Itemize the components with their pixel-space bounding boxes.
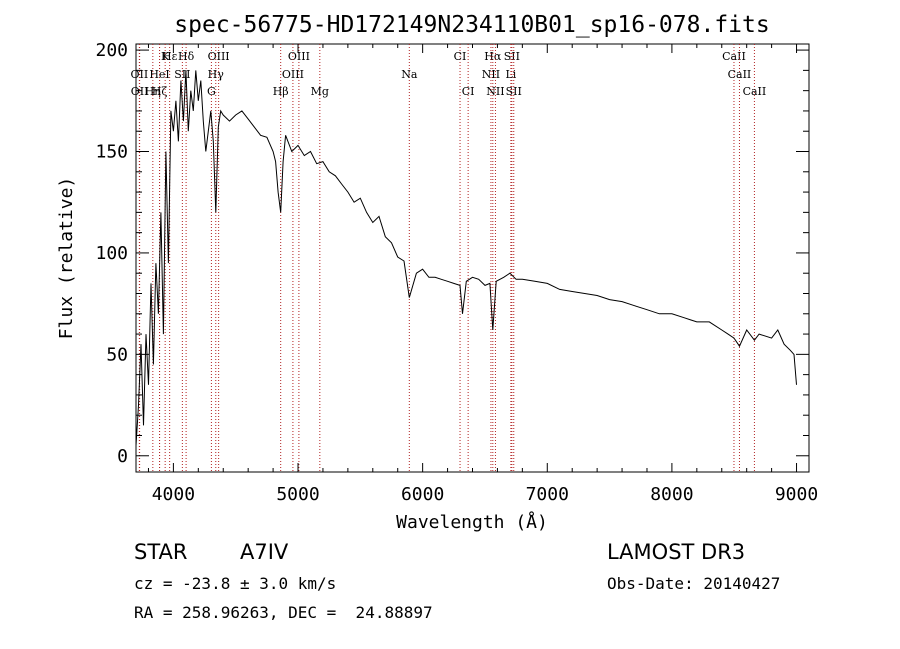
x-tick-label: 6000 — [401, 484, 444, 505]
survey-name: LAMOST DR3 — [607, 540, 746, 564]
obs-date: Obs-Date: 20140427 — [607, 574, 781, 593]
line-label: Na — [401, 68, 418, 81]
line-label: K — [161, 50, 170, 63]
y-tick-label: 200 — [95, 40, 128, 61]
line-label: CI — [454, 50, 467, 63]
x-axis-label: Wavelength (Å) — [396, 511, 548, 533]
line-label: Hα — [484, 50, 502, 63]
x-tick-label: 9000 — [775, 484, 818, 505]
axis-ticks: 4000 5000 6000 7000 8000 9000 0 50 100 150 200 — [95, 40, 818, 505]
x-tick-label: 5000 — [276, 484, 319, 505]
subclass: A7IV — [240, 540, 289, 564]
x-tick-label: 7000 — [526, 484, 569, 505]
line-label: OII — [131, 85, 149, 98]
line-label: Mg — [311, 85, 329, 98]
object-class: STAR — [134, 540, 188, 564]
line-label: CI — [462, 85, 475, 98]
y-tick-label: 0 — [117, 446, 128, 467]
line-label: Hδ — [178, 50, 195, 63]
ra-dec: RA = 258.96263, DEC = 24.88897 — [134, 603, 433, 622]
line-label: SII — [506, 85, 522, 98]
line-label: Li — [505, 68, 516, 81]
chart-title: spec-56775-HD172149N234110B01_sp16-078.f… — [174, 12, 769, 38]
line-label: CaII — [743, 85, 767, 98]
line-label: Hγ — [208, 68, 225, 81]
line-label: NII — [482, 68, 500, 81]
line-label: Hβ — [273, 85, 289, 98]
x-tick-label: 4000 — [152, 484, 195, 505]
line-label: OIII — [288, 50, 310, 63]
line-label: SII — [174, 68, 190, 81]
line-label: CaII — [728, 68, 752, 81]
redshift-text: cz = -23.8 ± 3.0 km/s — [134, 574, 337, 593]
line-label: Hε — [162, 50, 178, 63]
line-label: CaII — [722, 50, 746, 63]
line-label: G — [207, 85, 216, 98]
y-tick-label: 150 — [95, 142, 128, 163]
line-label: Hη — [145, 85, 161, 98]
x-tick-label: 8000 — [650, 484, 693, 505]
plot-frame — [135, 43, 810, 473]
y-tick-label: 50 — [106, 344, 128, 365]
line-label: Hζ — [152, 85, 168, 98]
line-label: OIII — [282, 68, 304, 81]
line-label: SII — [504, 50, 520, 63]
y-axis-label: Flux (relative) — [56, 177, 77, 340]
y-tick-label: 100 — [95, 243, 128, 264]
line-label: OIII — [208, 50, 230, 63]
line-label: NII — [486, 85, 504, 98]
spectrum-line — [135, 70, 797, 446]
